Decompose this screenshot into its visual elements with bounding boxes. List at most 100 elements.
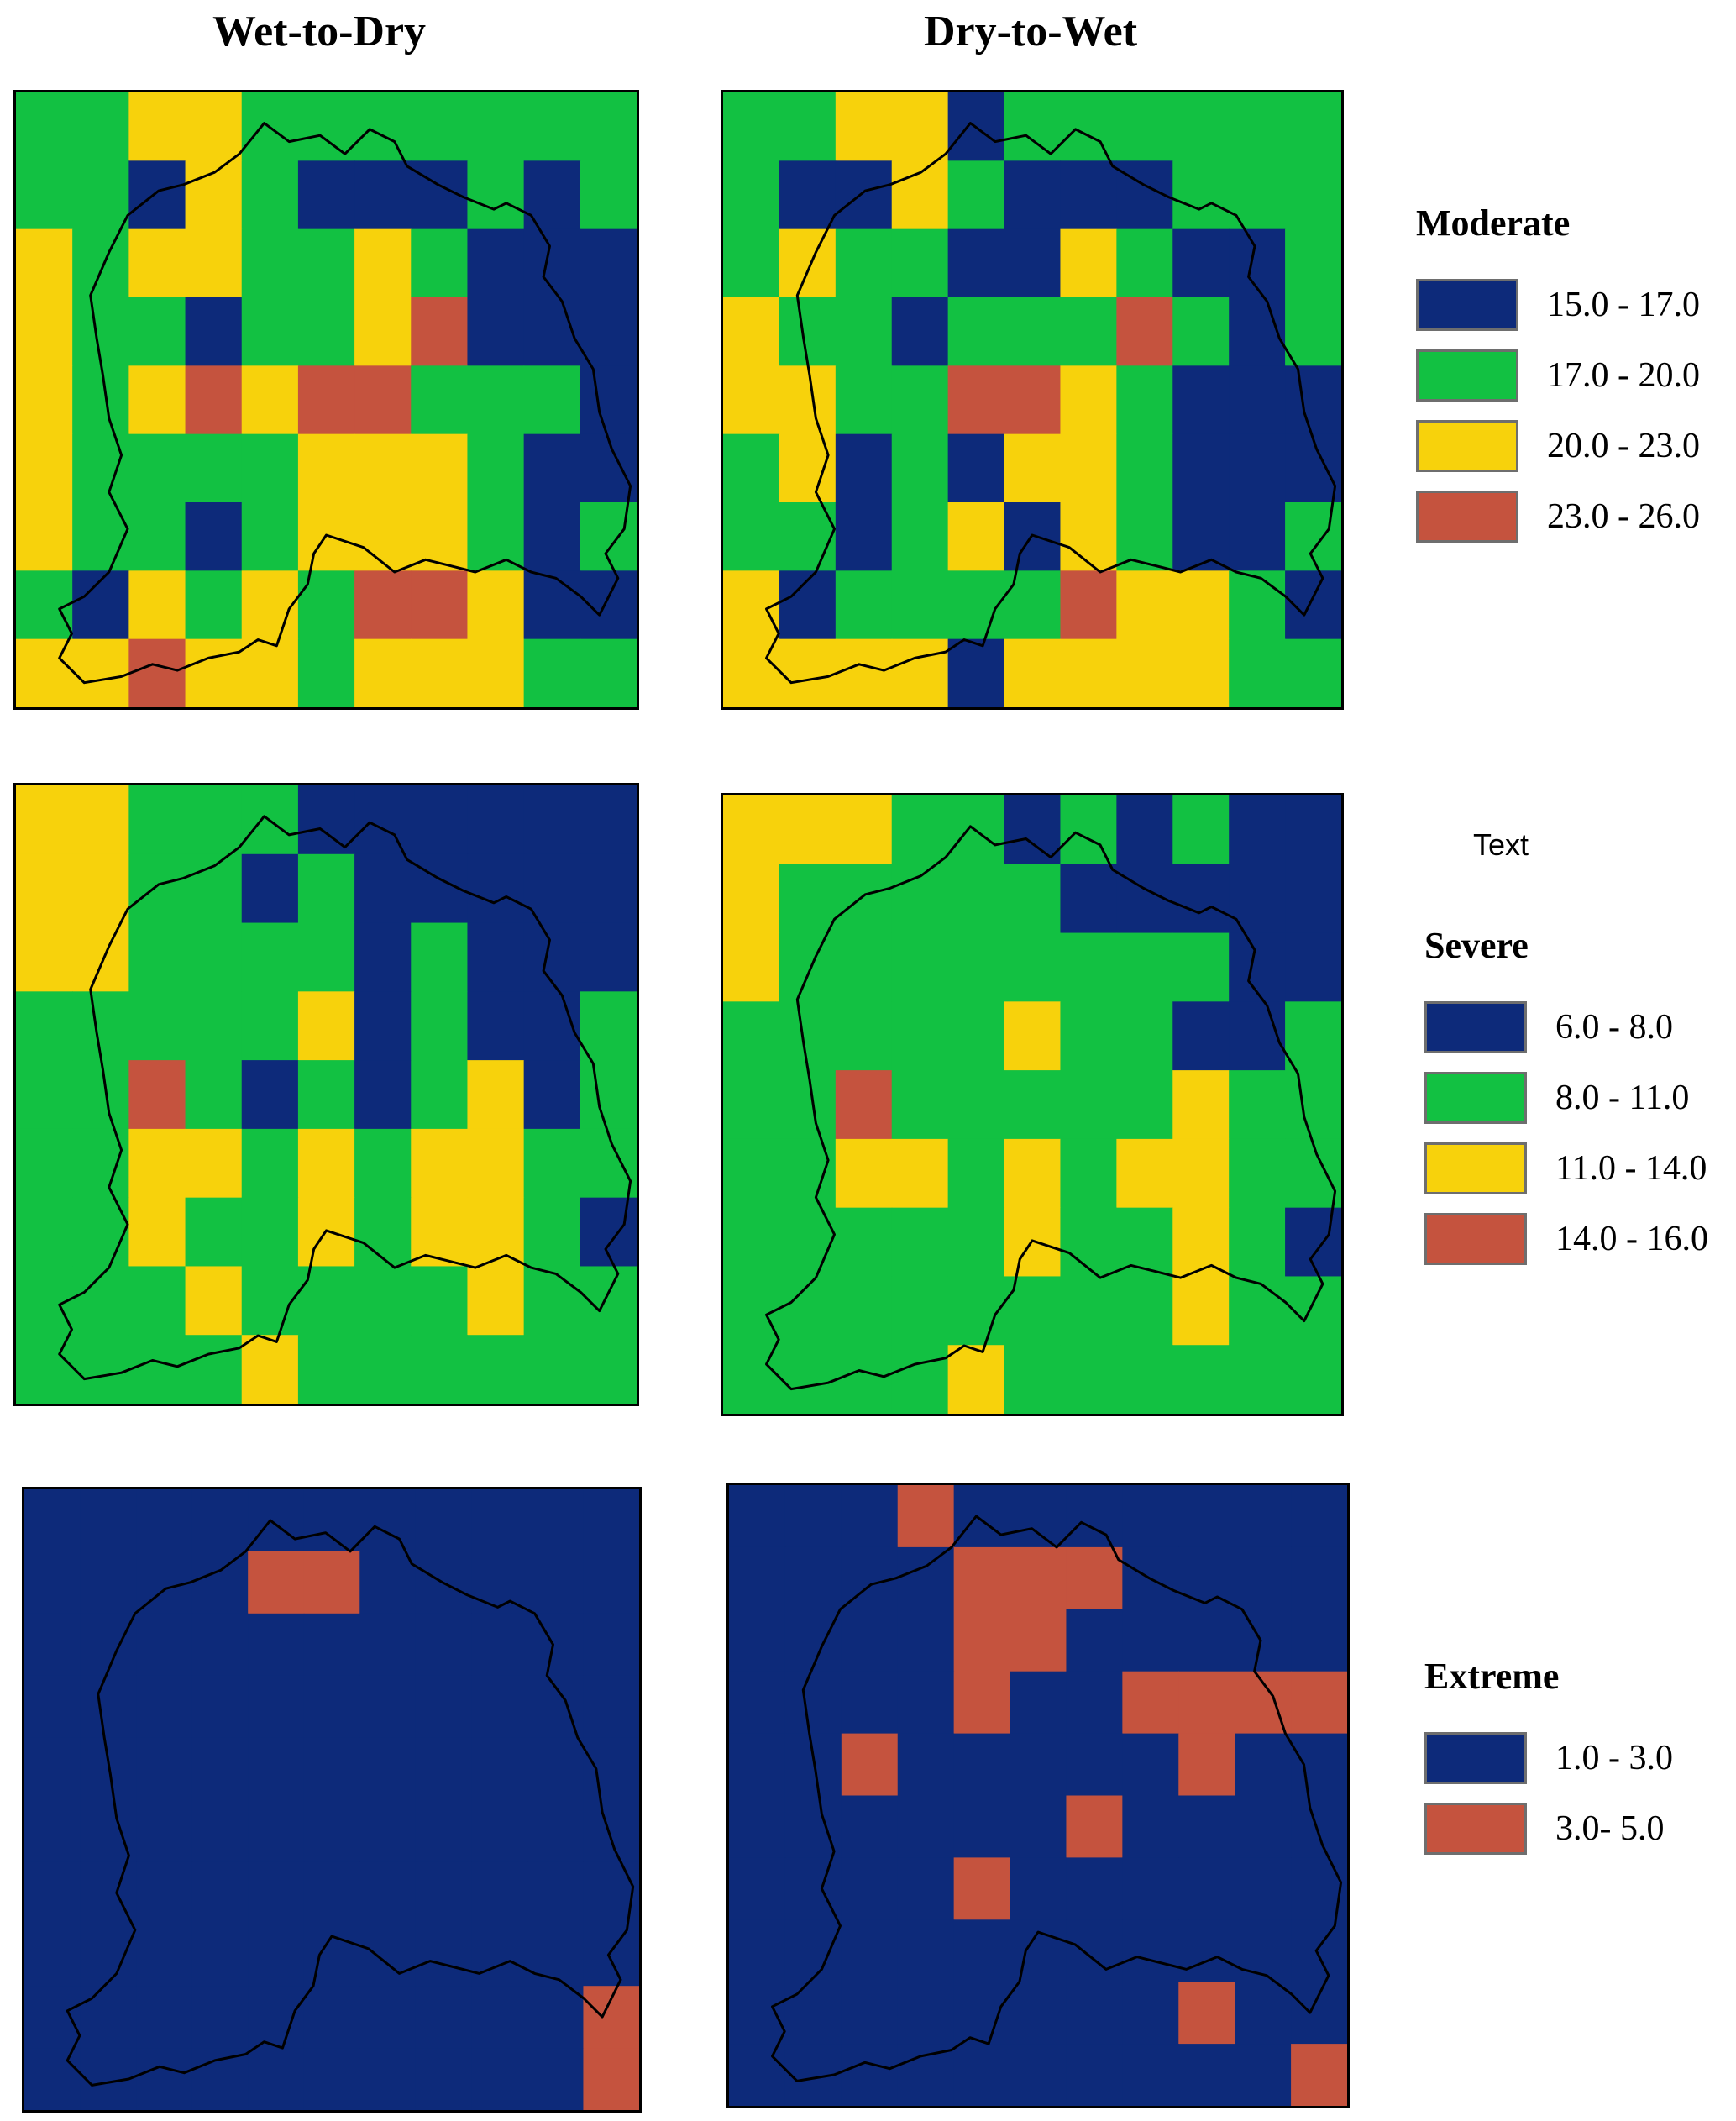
- grid-cell: [527, 1551, 585, 1614]
- grid-cell: [191, 1799, 249, 1862]
- grid-cell: [580, 228, 637, 298]
- grid-cell: [953, 1919, 1011, 1982]
- watershed-boundary: [58, 122, 632, 685]
- grid-cell: [784, 1546, 842, 1610]
- grid-cell: [1291, 1857, 1347, 1920]
- grid-cell: [1229, 1345, 1286, 1414]
- grid-cell: [729, 2044, 786, 2106]
- grid-cell: [467, 228, 525, 298]
- grid-cell: [1291, 1733, 1347, 1797]
- grid-cell: [784, 1609, 842, 1672]
- grid-cell: [191, 1737, 249, 1801]
- grid-cell: [779, 228, 837, 298]
- grid-cell: [297, 1128, 355, 1199]
- grid-cell: [191, 1489, 249, 1552]
- grid-cell: [297, 853, 355, 924]
- grid-cell: [1291, 1671, 1347, 1735]
- grid-cell: [1060, 1345, 1117, 1414]
- legend-item: 17.0 - 20.0: [1416, 340, 1700, 411]
- grid-cell: [1122, 1795, 1179, 1858]
- grid-cell: [297, 228, 355, 298]
- grid-cell: [1116, 502, 1173, 571]
- grid-cell: [467, 638, 525, 707]
- grid-cell: [303, 1986, 360, 2049]
- grid-cell: [136, 1924, 193, 1987]
- grid-cell: [185, 1060, 243, 1130]
- grid-cell: [24, 1489, 81, 1552]
- grid-cell: [354, 297, 412, 366]
- watershed-boundary: [58, 815, 632, 1381]
- grid-cell: [897, 1671, 955, 1735]
- grid-cell: [1066, 1609, 1123, 1672]
- grid-cell: [1116, 433, 1173, 503]
- legend-item: 23.0 - 26.0: [1416, 481, 1700, 552]
- grid-cell: [723, 1207, 780, 1278]
- grid-cell: [1060, 864, 1117, 934]
- grid-cell: [72, 638, 129, 707]
- grid-cell: [1010, 1982, 1067, 2045]
- grid-cell: [1004, 864, 1062, 934]
- legend-swatch: [1424, 1001, 1527, 1053]
- grid-cell: [16, 502, 73, 571]
- watershed-boundary: [771, 1515, 1343, 2082]
- grid-cell: [80, 1613, 137, 1677]
- grid-cell: [411, 570, 469, 640]
- grid-cell: [1116, 1345, 1173, 1414]
- grid-cell: [779, 1001, 837, 1071]
- grid-cell: [72, 853, 129, 924]
- grid-cell: [897, 1546, 955, 1610]
- grid-cell: [297, 785, 355, 855]
- grid-cell: [784, 1671, 842, 1735]
- grid-cell: [80, 1986, 137, 2049]
- grid-cell: [953, 1795, 1011, 1858]
- grid-cell: [467, 922, 525, 992]
- grid-cell: [835, 795, 893, 865]
- grid-cell: [303, 2048, 360, 2110]
- grid-cell: [303, 1675, 360, 1739]
- grid-cell: [897, 2044, 955, 2106]
- grid-cell: [411, 991, 469, 1061]
- grid-cell: [580, 991, 637, 1061]
- grid-cell: [1010, 1671, 1067, 1735]
- grid-cell: [1229, 1207, 1286, 1278]
- grid-cell: [835, 92, 893, 161]
- grid-cell: [835, 297, 893, 366]
- grid-cell: [1172, 365, 1230, 435]
- grid-cell: [891, 1070, 949, 1140]
- grid-cell: [729, 1919, 786, 1982]
- grid-cell: [1235, 1857, 1292, 1920]
- grid-cell: [1235, 1919, 1292, 1982]
- grid-cell: [947, 297, 1005, 366]
- grid-cell: [1291, 1919, 1347, 1982]
- grid-cell: [1060, 92, 1117, 161]
- grid-cell: [128, 365, 186, 435]
- grid-cell: [779, 1276, 837, 1346]
- grid-cell: [723, 502, 780, 571]
- grid-cell: [191, 1861, 249, 1924]
- grid-cell: [835, 1276, 893, 1346]
- grid-cell: [185, 160, 243, 230]
- grid-cell: [1178, 1609, 1235, 1672]
- grid-cell: [1285, 1001, 1341, 1071]
- grid-cell: [72, 1060, 129, 1130]
- grid-cell: [248, 1986, 305, 2049]
- grid-cell: [467, 991, 525, 1061]
- grid-cell: [354, 785, 412, 855]
- grid-cell: [1172, 1276, 1230, 1346]
- map-svg: [723, 795, 1341, 1414]
- grid-cell: [411, 365, 469, 435]
- grid-cell: [1122, 1485, 1179, 1548]
- grid-cell: [523, 1197, 581, 1268]
- grid-cell: [415, 1613, 472, 1677]
- grid-cell: [24, 1986, 81, 2049]
- grid-cell: [411, 922, 469, 992]
- grid-cell: [1066, 2044, 1123, 2106]
- grid-cell: [947, 1070, 1005, 1140]
- map-severe-wet-to-dry: [13, 783, 639, 1406]
- grid-cell: [1172, 570, 1230, 640]
- grid-cell: [359, 1551, 417, 1614]
- grid-cell: [471, 1861, 528, 1924]
- grid-cell: [583, 1737, 639, 1801]
- grid-cell: [467, 1335, 525, 1404]
- grid-cell: [947, 932, 1005, 1002]
